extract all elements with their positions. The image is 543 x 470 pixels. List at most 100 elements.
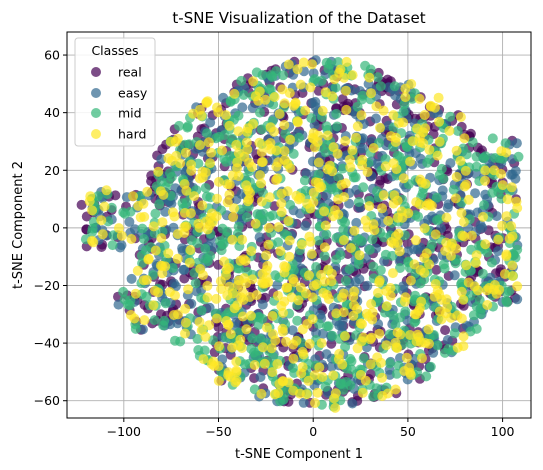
point-mid bbox=[436, 163, 447, 174]
point-mid bbox=[288, 362, 298, 373]
point-easy bbox=[449, 270, 460, 281]
ticks-layer: −100 −50 0 50 100 −60 −40 −20 0 20 40 60 bbox=[34, 48, 515, 439]
point-easy bbox=[298, 397, 309, 408]
point-hard bbox=[309, 142, 320, 153]
point-hard bbox=[499, 269, 510, 279]
point-mid bbox=[321, 121, 332, 132]
point-hard bbox=[168, 310, 179, 320]
point-hard bbox=[275, 246, 286, 257]
point-easy bbox=[362, 280, 373, 291]
point-hard bbox=[126, 310, 136, 320]
point-hard bbox=[308, 187, 319, 198]
point-hard bbox=[307, 59, 317, 70]
point-hard bbox=[328, 211, 339, 222]
point-mid bbox=[338, 384, 349, 395]
point-hard bbox=[179, 179, 190, 189]
point-easy bbox=[287, 325, 298, 336]
point-mid bbox=[108, 230, 119, 241]
point-hard bbox=[139, 315, 150, 326]
point-hard bbox=[419, 267, 430, 278]
point-hard bbox=[247, 274, 258, 285]
point-hard bbox=[419, 110, 430, 120]
point-mid bbox=[200, 243, 211, 254]
point-hard bbox=[238, 254, 249, 265]
point-hard bbox=[331, 308, 342, 319]
point-hard bbox=[340, 331, 350, 342]
point-hard bbox=[506, 182, 517, 193]
y-axis-label: t-SNE Component 2 bbox=[11, 161, 26, 289]
point-easy bbox=[398, 281, 409, 292]
point-hard bbox=[273, 157, 284, 168]
y-tick-label: 40 bbox=[44, 105, 60, 120]
point-hard bbox=[349, 225, 360, 236]
point-hard bbox=[417, 353, 427, 364]
point-hard bbox=[222, 197, 233, 208]
point-hard bbox=[196, 325, 207, 336]
point-mid bbox=[372, 72, 383, 83]
point-mid bbox=[445, 111, 456, 122]
point-hard bbox=[340, 136, 351, 146]
point-mid bbox=[264, 84, 275, 95]
point-hard bbox=[334, 67, 345, 78]
point-easy bbox=[257, 299, 268, 310]
series-hard bbox=[84, 56, 523, 413]
point-hard bbox=[295, 192, 306, 203]
point-hard bbox=[434, 136, 445, 147]
point-mid bbox=[268, 99, 279, 110]
point-mid bbox=[313, 169, 324, 180]
point-hard bbox=[441, 294, 452, 305]
point-hard bbox=[455, 112, 466, 122]
point-mid bbox=[474, 295, 485, 306]
point-hard bbox=[354, 250, 365, 261]
point-hard bbox=[421, 248, 432, 259]
point-hard bbox=[292, 64, 303, 75]
point-easy bbox=[443, 199, 454, 210]
point-hard bbox=[221, 270, 231, 281]
point-hard bbox=[418, 127, 429, 138]
point-hard bbox=[245, 310, 256, 321]
point-hard bbox=[405, 369, 416, 380]
point-mid bbox=[480, 151, 491, 162]
point-mid bbox=[479, 200, 490, 210]
y-tick-label: −60 bbox=[34, 393, 60, 408]
point-hard bbox=[341, 104, 352, 115]
point-hard bbox=[260, 94, 271, 105]
point-mid bbox=[319, 250, 330, 261]
point-hard bbox=[180, 147, 191, 158]
point-hard bbox=[273, 222, 284, 233]
point-hard bbox=[405, 156, 416, 167]
point-hard bbox=[259, 358, 270, 369]
point-mid bbox=[486, 257, 497, 268]
point-hard bbox=[381, 301, 392, 312]
point-mid bbox=[246, 343, 257, 354]
point-hard bbox=[338, 288, 349, 299]
point-hard bbox=[319, 206, 330, 217]
point-hard bbox=[181, 221, 192, 232]
point-hard bbox=[323, 264, 334, 275]
point-hard bbox=[232, 157, 243, 168]
point-easy bbox=[347, 398, 358, 409]
point-hard bbox=[304, 270, 314, 281]
point-mid bbox=[388, 310, 399, 321]
point-easy bbox=[511, 138, 522, 149]
point-hard bbox=[138, 275, 149, 286]
point-hard bbox=[301, 288, 311, 299]
point-mid bbox=[358, 353, 369, 364]
point-hard bbox=[377, 203, 388, 214]
point-hard bbox=[418, 138, 429, 149]
point-hard bbox=[373, 287, 383, 298]
point-hard bbox=[399, 296, 410, 307]
point-hard bbox=[356, 336, 367, 347]
point-hard bbox=[336, 179, 347, 190]
point-hard bbox=[231, 356, 242, 367]
point-hard bbox=[333, 354, 344, 365]
point-mid bbox=[137, 223, 148, 234]
y-tick-label: 60 bbox=[44, 48, 60, 63]
point-hard bbox=[493, 234, 504, 245]
point-mid bbox=[461, 149, 472, 160]
point-easy bbox=[247, 102, 258, 113]
point-hard bbox=[478, 211, 488, 222]
point-hard bbox=[320, 87, 331, 98]
legend-label-real: real bbox=[118, 65, 142, 80]
